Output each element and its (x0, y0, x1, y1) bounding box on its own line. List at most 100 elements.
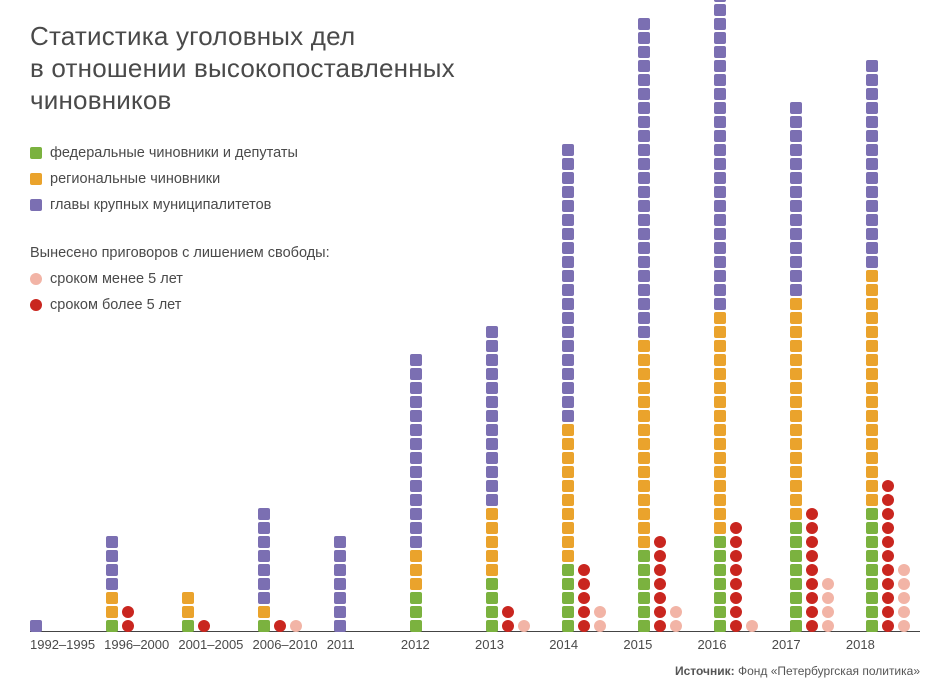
bar-stack (790, 102, 802, 632)
unit-municipal (638, 32, 650, 44)
dot-stack-under5 (822, 578, 834, 632)
dot-over5 (122, 606, 134, 618)
unit-municipal (562, 312, 574, 324)
dot-over5 (198, 620, 210, 632)
unit-regional (638, 536, 650, 548)
unit-municipal (714, 74, 726, 86)
unit-federal (866, 592, 878, 604)
bar-stack (334, 536, 346, 632)
unit-regional (562, 508, 574, 520)
dot-over5 (122, 620, 134, 632)
dot-over5 (654, 620, 666, 632)
unit-regional (790, 494, 802, 506)
unit-municipal (334, 620, 346, 632)
unit-municipal (866, 88, 878, 100)
unit-municipal (486, 396, 498, 408)
unit-municipal (714, 0, 726, 2)
unit-municipal (258, 550, 270, 562)
unit-municipal (638, 256, 650, 268)
dot-over5 (730, 592, 742, 604)
unit-municipal (486, 438, 498, 450)
unit-federal (790, 620, 802, 632)
dot-over5 (654, 592, 666, 604)
unit-municipal (866, 130, 878, 142)
dot-over5 (806, 564, 818, 576)
unit-municipal (790, 200, 802, 212)
unit-municipal (410, 508, 422, 520)
dot-over5 (654, 550, 666, 562)
unit-federal (790, 592, 802, 604)
unit-municipal (410, 536, 422, 548)
unit-municipal (486, 480, 498, 492)
unit-municipal (562, 326, 574, 338)
unit-regional (486, 508, 498, 520)
unit-regional (486, 536, 498, 548)
unit-municipal (790, 144, 802, 156)
unit-municipal (638, 116, 650, 128)
unit-regional (866, 312, 878, 324)
unit-regional (790, 298, 802, 310)
dot-over5 (274, 620, 286, 632)
dot-over5 (502, 620, 514, 632)
unit-municipal (562, 410, 574, 422)
bar-stack (714, 0, 726, 632)
unit-federal (866, 564, 878, 576)
unit-municipal (790, 270, 802, 282)
bar-stack (258, 508, 270, 632)
unit-municipal (790, 228, 802, 240)
unit-regional (562, 480, 574, 492)
dot-over5 (882, 522, 894, 534)
unit-federal (638, 578, 650, 590)
unit-municipal (866, 228, 878, 240)
unit-municipal (638, 74, 650, 86)
unit-municipal (486, 326, 498, 338)
unit-municipal (714, 130, 726, 142)
unit-regional (866, 382, 878, 394)
unit-regional (714, 382, 726, 394)
unit-municipal (714, 242, 726, 254)
unit-regional (790, 424, 802, 436)
unit-municipal (790, 256, 802, 268)
dot-over5 (806, 550, 818, 562)
unit-municipal (866, 102, 878, 114)
bar-stack (866, 60, 878, 632)
unit-federal (486, 606, 498, 618)
unit-regional (638, 494, 650, 506)
unit-municipal (714, 158, 726, 170)
unit-municipal (714, 116, 726, 128)
unit-municipal (486, 494, 498, 506)
dot-under5 (670, 606, 682, 618)
unit-municipal (638, 88, 650, 100)
unit-regional (258, 606, 270, 618)
unit-municipal (638, 242, 650, 254)
dot-under5 (594, 620, 606, 632)
unit-municipal (334, 550, 346, 562)
unit-municipal (410, 466, 422, 478)
unit-municipal (410, 494, 422, 506)
x-label: 2016 (698, 637, 772, 652)
dot-over5 (654, 578, 666, 590)
unit-federal (866, 536, 878, 548)
unit-regional (790, 312, 802, 324)
dot-over5 (730, 606, 742, 618)
bar-stack (106, 536, 118, 632)
bar-stack (410, 354, 422, 632)
unit-municipal (562, 354, 574, 366)
unit-regional (714, 368, 726, 380)
unit-regional (714, 326, 726, 338)
dot-under5 (898, 564, 910, 576)
dot-over5 (806, 578, 818, 590)
unit-municipal (486, 368, 498, 380)
unit-federal (562, 606, 574, 618)
dot-over5 (730, 564, 742, 576)
x-label: 2006–2010 (253, 637, 327, 652)
unit-regional (562, 424, 574, 436)
unit-municipal (562, 256, 574, 268)
dot-over5 (578, 564, 590, 576)
unit-municipal (30, 620, 42, 632)
unit-municipal (714, 102, 726, 114)
bar-stack (638, 18, 650, 632)
unit-municipal (258, 592, 270, 604)
unit-regional (562, 438, 574, 450)
unit-federal (562, 592, 574, 604)
